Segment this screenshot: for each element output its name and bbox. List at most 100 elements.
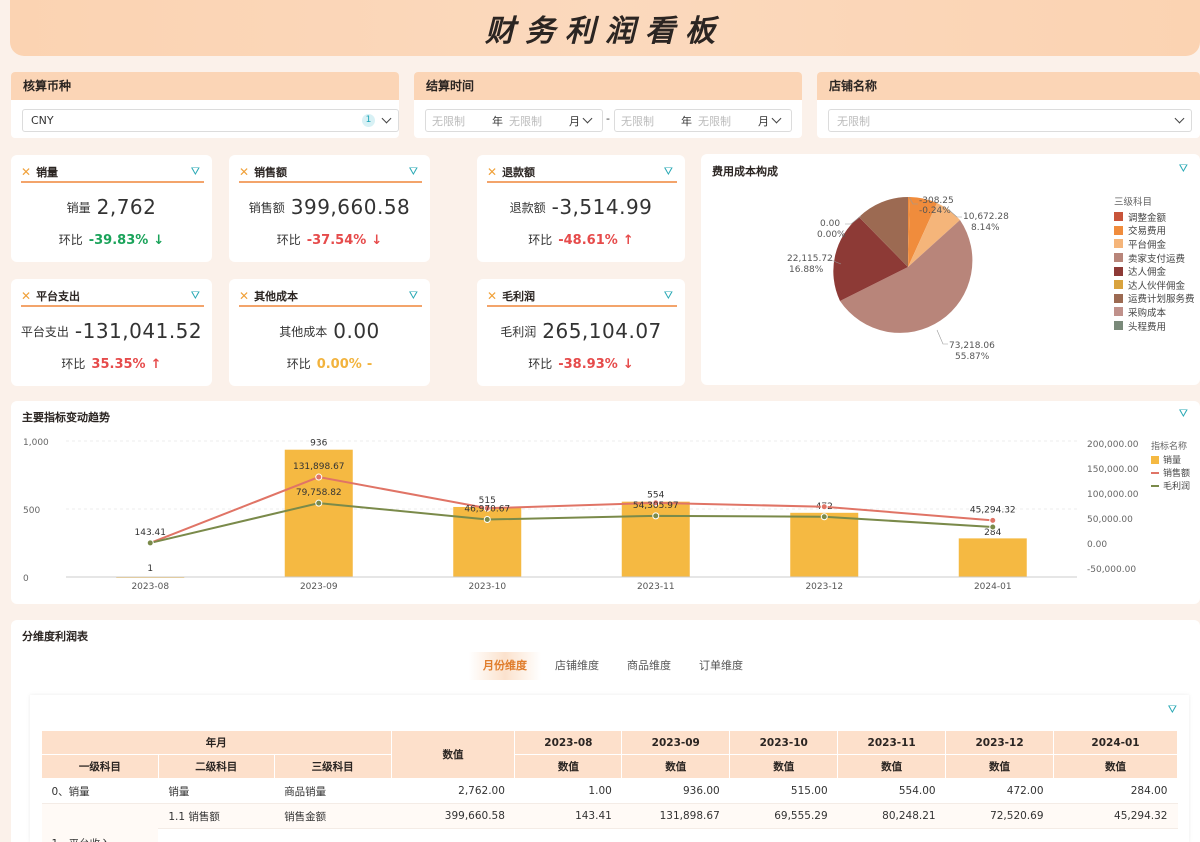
header-month[interactable]: 2024-01	[1053, 730, 1178, 755]
start-date-picker[interactable]: 无限制 年 无限制 月	[425, 109, 603, 132]
pie-slice-platform-commission[interactable]	[908, 203, 960, 267]
table-row[interactable]	[42, 828, 1178, 842]
pie-legend-item[interactable]: 运费计划服务费	[1114, 292, 1195, 305]
kpi-compare: 环比 -39.83% ↓	[11, 229, 212, 248]
pie-legend-item[interactable]: 达人伙伴佣金	[1114, 278, 1195, 292]
header-month[interactable]: 2023-12	[945, 730, 1055, 755]
line-point[interactable]	[989, 516, 997, 524]
tab-order[interactable]: 订单维度	[699, 659, 743, 672]
left-axis-tick: 500	[23, 506, 40, 516]
kpi-compare-label: 环比	[528, 357, 553, 371]
trend-legend-item[interactable]: 毛利润	[1163, 480, 1190, 492]
tab-shop[interactable]: 店铺维度	[555, 659, 599, 672]
line-sales-amount[interactable]	[149, 476, 993, 544]
chevron-down-icon[interactable]	[1174, 113, 1185, 124]
kpi-label: 销量	[66, 200, 91, 215]
pie-slice-small[interactable]	[908, 196, 910, 267]
line-point[interactable]	[483, 504, 491, 512]
pie-slice-freight-plan[interactable]	[859, 197, 908, 267]
x-axis-tick: 2024-01	[974, 582, 1012, 592]
end-month-unit: 月	[758, 114, 769, 128]
cell-empty	[274, 828, 392, 842]
pie-legend-item[interactable]: 卖家支付运费	[1114, 251, 1195, 265]
trend-legend-item[interactable]: 销量	[1163, 454, 1181, 466]
end-date-picker[interactable]: 无限制 年 无限制 月	[614, 109, 792, 132]
kpi-title: 销量	[36, 166, 59, 179]
pie-legend-item[interactable]: 平台佣金	[1114, 237, 1195, 251]
pie-label: 55.87%	[955, 352, 990, 362]
filter-icon[interactable]: ⛛	[663, 289, 673, 302]
bar-sales-qty[interactable]	[284, 449, 353, 577]
line-point[interactable]	[315, 473, 323, 481]
x-axis-tick: 2023-11	[637, 582, 675, 592]
right-axis-tick: 200,000.00	[1087, 440, 1139, 450]
left-axis-tick: 0	[23, 574, 29, 584]
line-point[interactable]	[652, 499, 660, 507]
header-month[interactable]: 2023-11	[837, 730, 947, 755]
line-point[interactable]	[315, 499, 323, 507]
header-month[interactable]: 2023-08	[514, 730, 623, 755]
bar-sales-qty[interactable]	[958, 538, 1027, 577]
cell-empty	[1053, 828, 1178, 842]
line-gross-profit[interactable]	[150, 502, 993, 544]
table-row[interactable]: 1、平台收入1.1 销售额销售金额399,660.58143.41131,898…	[41, 803, 1178, 842]
header-year-month: 年月	[41, 730, 392, 755]
filter-icon[interactable]: ⛛	[1167, 703, 1177, 716]
filter-icon[interactable]: ⛛	[1178, 407, 1188, 420]
cross-arrows-icon: ✕	[239, 165, 250, 179]
bar-sales-qty[interactable]	[790, 512, 859, 577]
chevron-down-icon[interactable]	[381, 113, 392, 124]
kpi-compare-label: 环比	[528, 233, 553, 247]
trend-legend-item[interactable]: 销售额	[1163, 467, 1190, 479]
legend-swatch	[1114, 266, 1123, 276]
filter-icon[interactable]: ⛛	[190, 165, 200, 178]
header-month[interactable]: 2023-09	[621, 730, 731, 755]
pie-legend-item[interactable]: 达人佣金	[1114, 264, 1195, 278]
pie-slice-creator-commission[interactable]	[833, 217, 908, 301]
filter-icon[interactable]: ⛛	[190, 289, 200, 302]
pie-legend-item[interactable]: 调整金额	[1114, 210, 1195, 224]
legend-label: 平台佣金	[1128, 239, 1167, 251]
cell-value: 554.00	[837, 778, 946, 804]
pie-legend-item[interactable]: 头程费用	[1114, 319, 1195, 333]
line-point[interactable]	[989, 523, 997, 531]
start-month-placeholder: 无限制	[509, 114, 542, 128]
legend-swatch	[1114, 293, 1123, 303]
cross-arrows-icon: ✕	[21, 165, 32, 179]
cross-arrows-icon: ✕	[487, 289, 498, 303]
cell-value: 143.41	[514, 803, 622, 829]
pie-legend-item[interactable]: 交易费用	[1114, 224, 1195, 237]
tab-month[interactable]: 月份维度	[469, 652, 541, 680]
line-point[interactable]	[652, 512, 660, 520]
page-title: 财务利润看板	[485, 14, 725, 49]
header-month[interactable]: 2023-10	[729, 730, 839, 755]
tab-product[interactable]: 商品维度	[627, 659, 671, 672]
filter-icon[interactable]: ⛛	[408, 289, 418, 302]
line-point[interactable]	[820, 513, 828, 521]
x-axis-tick: 2023-08	[131, 582, 169, 592]
chevron-down-icon[interactable]	[582, 113, 593, 124]
cell-value: 284.00	[1053, 778, 1178, 804]
filter-icon[interactable]: ⛛	[408, 165, 418, 178]
line-label: 79,758.82	[296, 488, 342, 498]
pie-slice-trade-fee[interactable]	[908, 197, 937, 267]
cell-value: 45,294.32	[1053, 803, 1178, 829]
table-row[interactable]: 0、销量 销量 商品销量 2,762.00 1.00 936.00 515.00 554.00…	[41, 778, 1178, 804]
pie-legend-item[interactable]: 采购成本	[1114, 305, 1195, 319]
end-month-placeholder: 无限制	[698, 114, 731, 128]
cell-level2: 1.1 销售额	[158, 803, 275, 829]
line-point[interactable]	[820, 503, 828, 511]
filter-icon[interactable]: ⛛	[1178, 162, 1188, 175]
line-point[interactable]	[146, 539, 154, 547]
pie-slice-seller-freight[interactable]	[840, 220, 973, 333]
line-point[interactable]	[483, 516, 491, 524]
bar-label: 936	[310, 439, 327, 449]
currency-select[interactable]: CNY 1	[22, 109, 399, 132]
kpi-compare-label: 环比	[286, 357, 311, 371]
kpi-main: 销量 2,762	[11, 195, 212, 219]
filter-icon[interactable]: ⛛	[663, 165, 673, 178]
kpi-compare: 环比 0.00% -	[229, 353, 430, 372]
chevron-down-icon[interactable]	[771, 113, 782, 124]
settle-time-filter: 结算时间 无限制 年 无限制 月 - 无限制 年 无限制 月	[414, 72, 802, 138]
shop-select[interactable]: 无限制	[828, 109, 1192, 132]
